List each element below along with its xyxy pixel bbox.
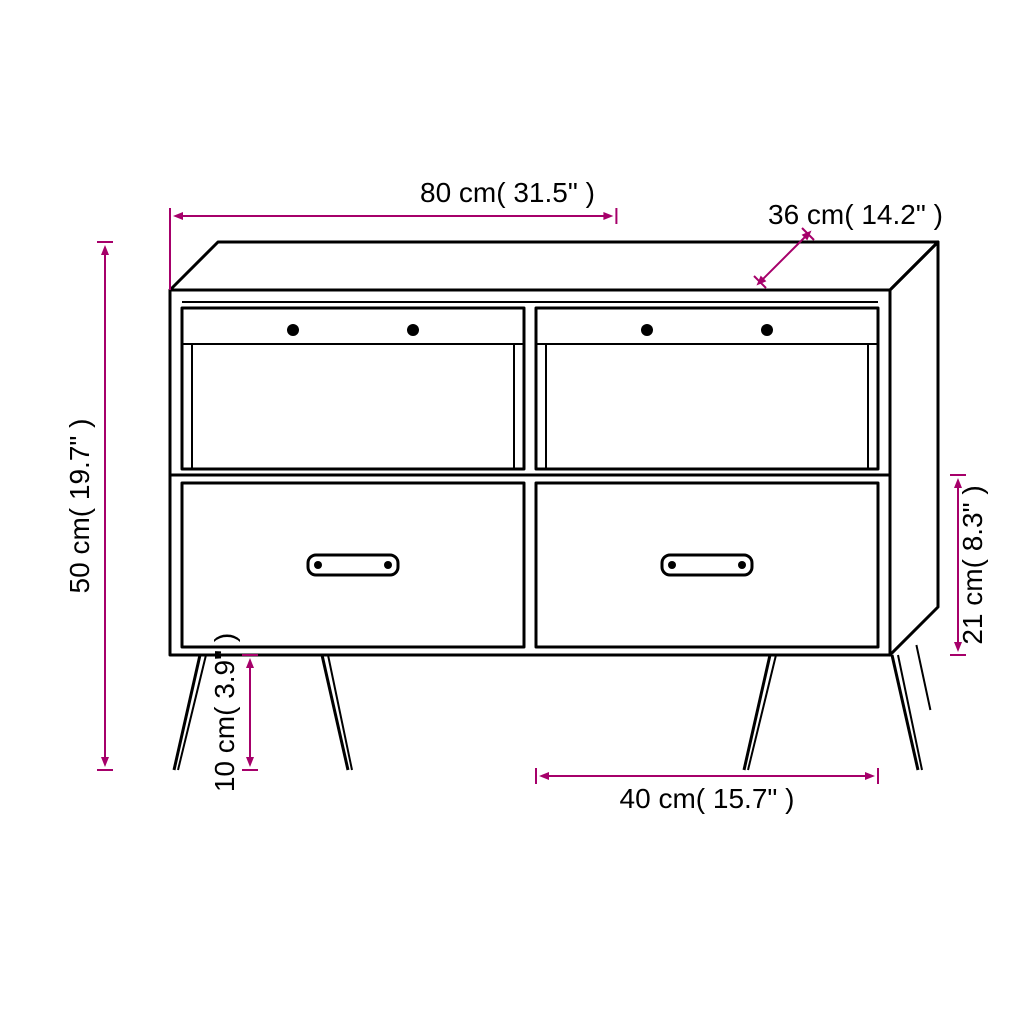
dim-width-label: 80 cm( 31.5" ) xyxy=(420,177,595,208)
dim-height-label: 50 cm( 19.7" ) xyxy=(64,419,95,594)
dim-leg-h-label: 10 cm( 3.9" ) xyxy=(209,633,240,792)
dim-drawer-h-label: 21 cm( 8.3" ) xyxy=(957,485,988,644)
dim-depth-label: 36 cm( 14.2" ) xyxy=(768,199,943,230)
dim-drawer-w-label: 40 cm( 15.7" ) xyxy=(620,783,795,814)
